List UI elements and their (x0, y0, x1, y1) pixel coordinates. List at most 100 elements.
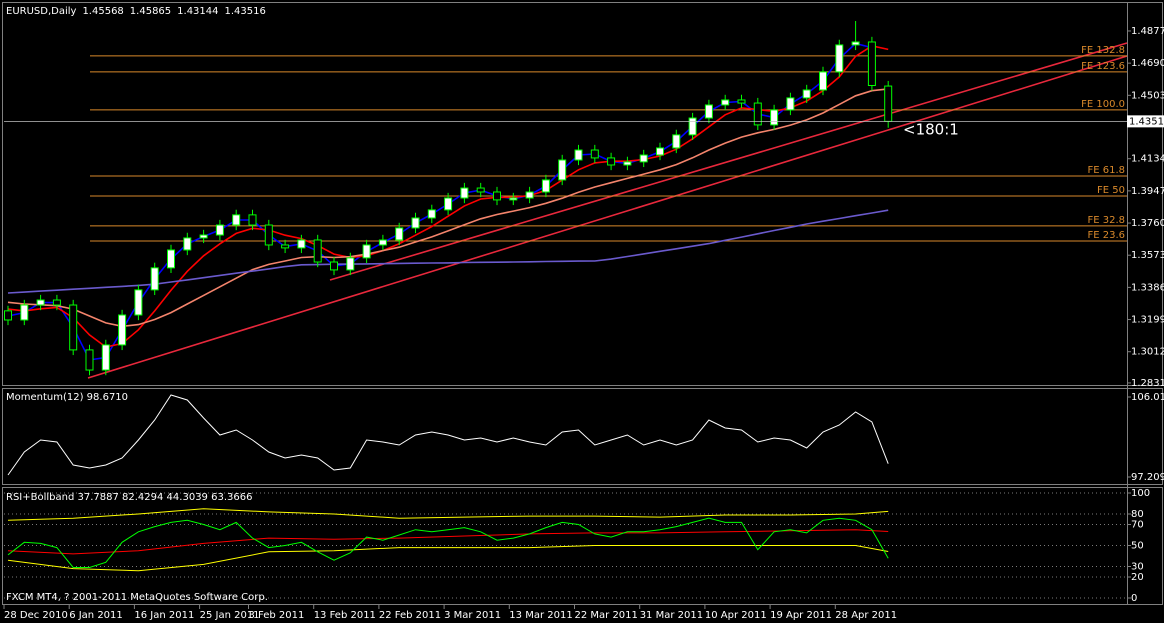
candle-body (574, 149, 583, 161)
candle-body (672, 134, 681, 149)
candle-body (541, 179, 550, 193)
candle-body (69, 304, 78, 351)
y-tick-label: 1.37605 (1131, 218, 1164, 229)
candle-body (770, 109, 779, 126)
candle-body (378, 239, 387, 246)
candle-body (753, 102, 762, 126)
current-price-label: 1.43516 (1129, 116, 1164, 127)
candle-body (639, 154, 648, 163)
indicator-line (7, 517, 889, 568)
x-tick-label: 13 Mar 2011 (509, 610, 572, 621)
fe-label: FE 61.8 (1087, 165, 1125, 176)
candle-body (248, 214, 257, 226)
ohlc-value: 1.43144 (177, 6, 218, 17)
candle-body (460, 187, 469, 199)
candle-body (167, 249, 175, 269)
x-tick-label: 28 Apr 2011 (835, 610, 897, 621)
candle-body (427, 209, 436, 219)
indicator-line (7, 545, 889, 572)
candle-body (558, 159, 567, 181)
candle-body (867, 41, 876, 87)
trend-line (329, 42, 1128, 281)
candle-body (4, 310, 12, 321)
candle-body (623, 161, 632, 166)
candle-body (509, 197, 518, 201)
candle-body (346, 257, 355, 271)
candle-body (150, 267, 159, 291)
x-tick-label: 22 Mar 2011 (575, 610, 638, 621)
candle-body (851, 41, 860, 46)
candle-body (330, 261, 338, 271)
candle-body (134, 289, 143, 316)
candle-body (20, 304, 29, 321)
candle-body (85, 349, 94, 371)
candle-body (656, 147, 664, 156)
x-tick-label: 3 Mar 2011 (444, 610, 501, 621)
rsi-panel-border (2, 487, 1163, 605)
panel-title: RSI+Bollband 37.7887 82.4294 44.3039 63.… (6, 492, 252, 503)
candle-body (493, 191, 501, 201)
symbol: EURUSD,Daily (6, 6, 77, 17)
y-tick-label: 0 (1131, 593, 1137, 604)
candle-body (36, 299, 45, 306)
y-tick-label: 1.46900 (1131, 58, 1164, 69)
x-tick-label: 22 Feb 2011 (379, 610, 441, 621)
current-price-box (1127, 115, 1164, 128)
y-tick-label: 1.39475 (1131, 186, 1164, 197)
x-tick-label: 25 Jan 2011 (200, 610, 260, 621)
x-tick-label: 6 Jan 2011 (69, 610, 123, 621)
candle-body (590, 149, 599, 159)
indicator-line (7, 529, 889, 555)
indicator-line (7, 88, 889, 328)
main-panel: FE 132.8 FE 123.6 FE 100.0 FE 61.8 FE 50 FE 3… (4, 6, 1164, 389)
y-tick-label: 1.48770 (1131, 26, 1164, 37)
momentum-panel: 106.015 97.2096 Momentum(12) 98.6710 (6, 392, 1164, 483)
candle-body (802, 89, 811, 99)
candle-body (721, 99, 730, 106)
y-tick-label: 1.33865 (1131, 282, 1164, 293)
y-tick-label: 30 (1131, 561, 1144, 572)
fe-label: FE 23.6 (1087, 230, 1125, 241)
candle-body (884, 85, 893, 122)
candle-body (688, 117, 697, 136)
y-tick-label: 1.31995 (1131, 315, 1164, 326)
y-tick-label: 100 (1131, 488, 1150, 499)
x-tick-label: 13 Feb 2011 (314, 610, 376, 621)
fe-label: FE 32.8 (1087, 215, 1125, 226)
y-tick-label: 1.41345 (1131, 154, 1164, 165)
y-tick-label: 70 (1131, 519, 1144, 530)
x-tick-label: 19 Apr 2011 (770, 610, 832, 621)
candle-body (737, 99, 746, 104)
candle-body (704, 104, 713, 119)
candle-body (199, 234, 208, 239)
candle-body (411, 217, 420, 229)
indicator-line (7, 508, 889, 521)
candle-body (395, 227, 404, 241)
fe-label: FE 50 (1097, 185, 1125, 196)
ohlc-value: 1.45865 (130, 6, 171, 17)
ohlc-value: 1.45568 (82, 6, 123, 17)
candle-body (183, 237, 192, 251)
candle-body (444, 197, 453, 211)
candle-body (476, 187, 485, 193)
date-axis: 28 Dec 2010 6 Jan 2011 16 Jan 2011 25 Jan 2… (3, 605, 897, 621)
y-tick-label: 97.2096 (1131, 472, 1164, 483)
candle-body (819, 71, 827, 91)
candle-body (101, 344, 110, 371)
candle-body (232, 214, 241, 226)
candle-body (118, 314, 127, 346)
candle-body (281, 244, 290, 249)
x-tick-label: 31 Mar 2011 (640, 610, 703, 621)
y-tick-label: 106.015 (1131, 392, 1164, 403)
y-tick-label: 50 (1131, 540, 1144, 551)
candle-body (215, 224, 224, 236)
y-tick-label: 1.45030 (1131, 90, 1164, 101)
y-tick-label: 1.35735 (1131, 250, 1164, 261)
candle-body (362, 244, 371, 259)
candle-body (835, 44, 844, 73)
candle-body (525, 191, 534, 199)
candle-body (264, 224, 273, 246)
candle-body (786, 97, 795, 111)
candle-body (297, 239, 306, 249)
